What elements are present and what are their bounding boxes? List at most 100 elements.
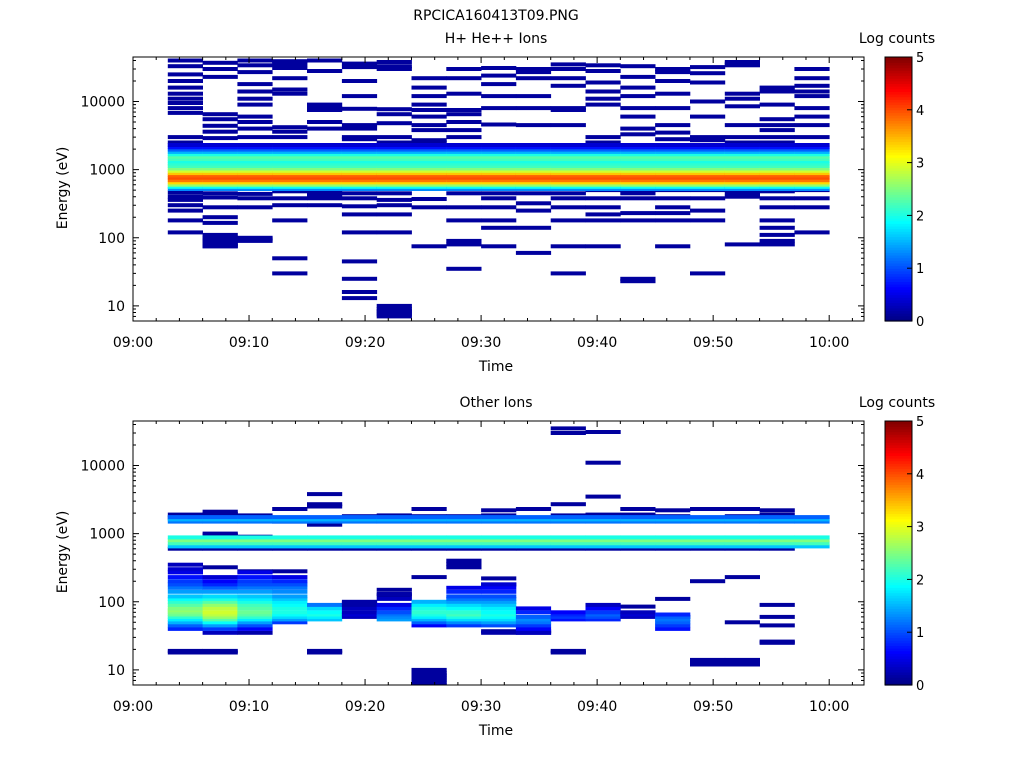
colorbar-step	[885, 523, 912, 528]
count-cell	[550, 205, 586, 210]
band-cell	[237, 173, 273, 178]
band-cell	[237, 168, 273, 173]
colorbar-step	[885, 72, 912, 77]
band-cell	[411, 182, 447, 187]
colorbar-step	[885, 442, 912, 446]
heatmap-cells	[167, 426, 830, 685]
low-energy-cell	[411, 606, 447, 611]
colorbar-step	[885, 173, 912, 177]
count-cell	[237, 82, 273, 87]
count-cell	[341, 191, 378, 196]
band-cell	[341, 161, 378, 166]
count-cell	[515, 67, 552, 71]
band-cell	[724, 515, 760, 520]
colorbar-step	[885, 91, 912, 95]
low-energy-cell	[202, 599, 238, 604]
colorbar-step	[885, 566, 912, 570]
low-energy-cell	[585, 612, 621, 617]
band-cell	[341, 519, 378, 524]
band-cell	[690, 173, 726, 178]
colorbar-step	[885, 239, 912, 243]
count-cell	[515, 123, 552, 128]
colorbar-step	[885, 431, 912, 435]
band-cell	[411, 149, 447, 154]
band-cell	[411, 175, 447, 180]
band-cell	[341, 149, 378, 154]
band-cell	[690, 515, 726, 520]
low-energy-cell	[237, 610, 273, 615]
band-cell	[341, 145, 378, 150]
count-cell	[446, 76, 482, 81]
band-cell	[411, 178, 447, 183]
band-cell	[794, 187, 830, 191]
count-cell	[272, 569, 308, 574]
count-cell	[794, 67, 830, 71]
low-energy-cell	[446, 589, 482, 594]
count-cell	[620, 546, 656, 551]
colorbar-step	[885, 436, 912, 441]
low-energy-cell	[481, 617, 517, 622]
count-cell	[655, 130, 691, 135]
band-cell	[655, 538, 691, 543]
band-cell	[446, 145, 482, 150]
band-cell	[550, 166, 586, 171]
count-cell	[341, 79, 378, 83]
band-cell	[481, 159, 517, 164]
count-cell	[655, 211, 691, 216]
band-cell	[481, 541, 517, 546]
band-cell	[515, 182, 552, 187]
band-cell	[481, 175, 517, 180]
band-cell	[585, 173, 621, 178]
band-cell	[585, 538, 621, 543]
band-cell	[481, 161, 517, 166]
colorbar-step	[885, 421, 912, 425]
count-cell	[550, 271, 586, 276]
colorbar-step	[885, 178, 912, 182]
band-cell	[307, 517, 343, 522]
x-tick-label: 10:00	[809, 699, 849, 715]
colorbar-step	[885, 584, 912, 588]
band-cell	[307, 178, 343, 183]
colorbar-step	[885, 270, 912, 275]
band-cell	[481, 147, 517, 152]
count-cell	[411, 114, 447, 119]
low-energy-cell	[202, 589, 238, 594]
count-cell	[585, 512, 621, 517]
colorbar-step	[885, 202, 912, 206]
band-cell	[515, 535, 552, 540]
low-energy-cell	[411, 614, 447, 619]
colorbar-tick-label: 4	[916, 468, 924, 483]
colorbar-tick-label: 3	[916, 157, 924, 172]
count-cell	[655, 508, 691, 513]
band-cell	[759, 173, 795, 178]
count-cell	[446, 205, 482, 210]
low-energy-cell	[446, 610, 482, 615]
count-cell	[411, 680, 447, 685]
count-cell	[620, 126, 656, 131]
band-cell	[690, 143, 726, 147]
low-energy-cell	[202, 626, 238, 631]
band-cell	[446, 147, 482, 152]
colorbar-step	[885, 447, 912, 451]
band-cell	[272, 145, 308, 150]
band-cell	[515, 175, 552, 180]
band-cell	[585, 535, 621, 540]
count-cell	[585, 212, 621, 217]
colorbar-step	[885, 611, 912, 615]
low-energy-cell	[515, 614, 552, 619]
colorbar-step	[885, 291, 912, 296]
band-cell	[307, 171, 343, 176]
colorbar-step	[885, 101, 912, 106]
low-energy-cell	[272, 610, 308, 615]
colorbar-tick-label: 5	[916, 51, 924, 66]
band-cell	[411, 154, 447, 159]
low-energy-cell	[515, 620, 552, 625]
colorbar-step	[885, 204, 912, 209]
colorbar-step	[885, 677, 912, 681]
band-cell	[481, 164, 517, 168]
colorbar-step	[885, 648, 912, 652]
colorbar-step	[885, 183, 912, 187]
band-cell	[202, 180, 238, 185]
band-cell	[550, 515, 586, 520]
band-cell	[376, 173, 412, 178]
